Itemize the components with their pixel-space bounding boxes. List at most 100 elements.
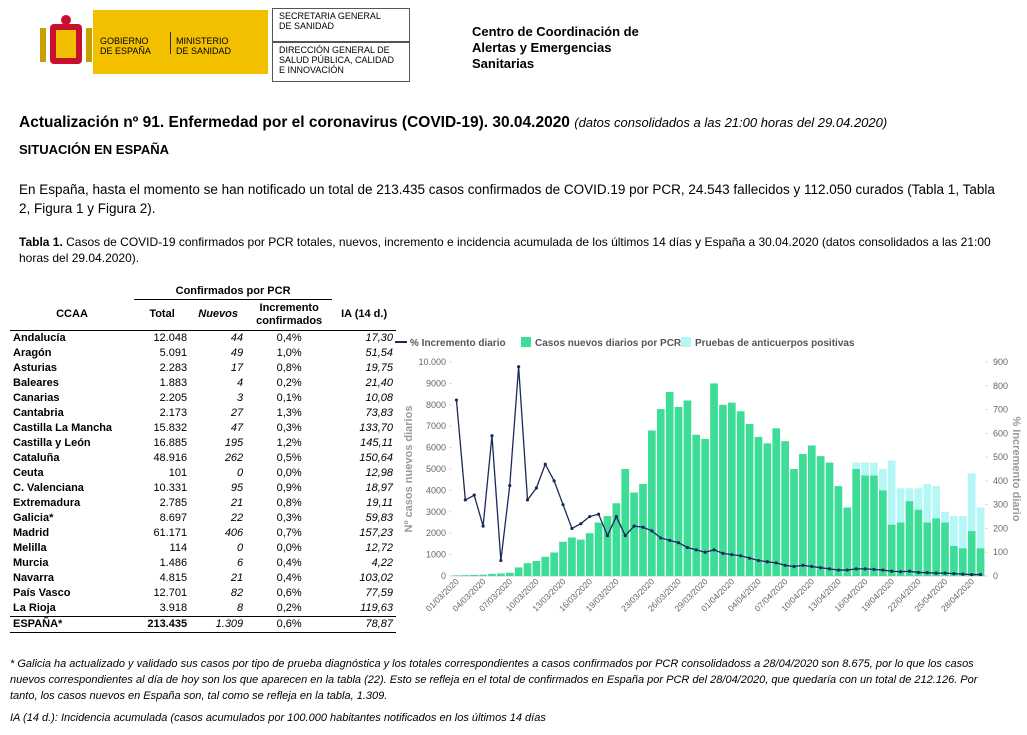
line-point [508,484,512,488]
bar [727,402,736,576]
cell: 145,11 [360,437,393,449]
row: Murcia 1.486 6 0,4% 4,22 [10,556,396,571]
cell: 10,08 [365,392,393,404]
cell: 4 [237,377,244,389]
y2-tick-label: 200 [993,523,1008,533]
line-point [561,503,565,507]
cell: Ceuta [13,467,44,479]
bar [497,573,505,576]
bar [674,406,683,576]
cell: La Rioja [13,602,56,614]
line-point [596,512,601,516]
bar [745,424,754,576]
group-header: Confirmados por PCR [134,284,333,300]
cell: 1,2% [276,437,302,449]
bar [923,483,932,523]
cell [332,284,396,299]
cell: Canarias [13,392,60,404]
line-point [641,525,645,529]
bar [905,488,914,502]
footnote: IA (14 d.): Incidencia acumulada (casos … [10,712,546,724]
line-point [730,553,734,557]
row: Baleares 1.883 4 0,2% 21,40 [10,376,396,391]
text: E INNOVACIÓN [279,65,344,75]
cell: 17 [230,362,244,374]
bar [852,469,861,576]
cell: 0,0% [276,467,302,479]
bar [710,383,718,576]
row: Aragón 5.091 49 1,0% 51,54 [10,346,396,361]
cell: 27 [230,407,244,419]
line-point [934,571,938,575]
bar [887,524,896,576]
legend-swatch [521,337,531,347]
line-point [694,548,698,552]
cell: 0,9% [276,482,302,494]
row: Castilla La Mancha 15.832 47 0,3% 133,70 [10,421,396,436]
line-point [978,572,983,577]
y2-tick-label: 700 [993,405,1008,415]
bar [736,411,745,576]
cell: 157,23 [359,527,393,539]
line-point [676,541,681,545]
bar [941,522,949,576]
line-point [881,568,885,572]
bar [967,531,976,576]
line-point [961,572,965,576]
bar [639,483,647,576]
bar [914,488,923,510]
bar [461,575,470,576]
cell: 0,6% [276,587,302,599]
cell: 18,97 [365,482,393,494]
bar [870,475,878,576]
cell: 59,83 [365,512,393,524]
cell: 12,98 [365,467,393,479]
bar [612,503,621,576]
bar [816,456,825,576]
row: La Rioja 3.918 8 0,2% 119,63 [10,601,396,617]
line-point [588,514,592,519]
y2-tick-label: 600 [993,428,1008,438]
text: Alertas y Emergencias [472,40,612,55]
text: SECRETARIA GENERAL [279,11,381,21]
cell: 51,54 [365,347,393,359]
caption-text: Casos de COVID-19 confirmados por PCR to… [19,235,991,265]
cell: 0,1% [276,392,302,404]
y-tick-label: 9000 [426,378,446,388]
bar [870,462,878,476]
line-point [721,551,725,556]
bar [665,391,674,576]
bar [967,473,976,532]
cell: 61.171 [153,527,188,539]
column-header: Total [149,308,175,320]
cell: 1.486 [159,557,188,569]
cell: 78,87 [365,618,393,630]
line-point [819,566,823,570]
bar [656,409,665,576]
y2-tick-label: 800 [993,381,1008,391]
line-point [570,526,574,531]
text: SALUD PÚBLICA, CALIDAD [279,55,395,65]
bar [861,475,869,576]
bar [479,574,487,576]
cell: 0,2% [276,602,302,614]
cell: 2.173 [159,407,188,419]
y-tick-label: 7000 [426,421,446,431]
line-point [490,434,494,438]
cell: 4,22 [371,557,393,569]
line-point [614,514,618,519]
cell: 21,40 [365,377,393,389]
row: C. Valenciana 10.331 95 0,9% 18,97 [10,481,396,496]
y2-tick-label: 100 [993,547,1008,557]
line-point [890,569,894,573]
intro: En España, hasta el momento se han notif… [19,182,995,216]
bar [879,469,887,491]
cell: 12,72 [365,542,393,554]
cell: 73,83 [365,407,393,419]
bar [585,533,594,576]
y-tick-label: 6000 [426,443,446,453]
column-header: CCAA [56,307,88,320]
bar [950,546,958,576]
cell: Madrid [13,527,50,539]
